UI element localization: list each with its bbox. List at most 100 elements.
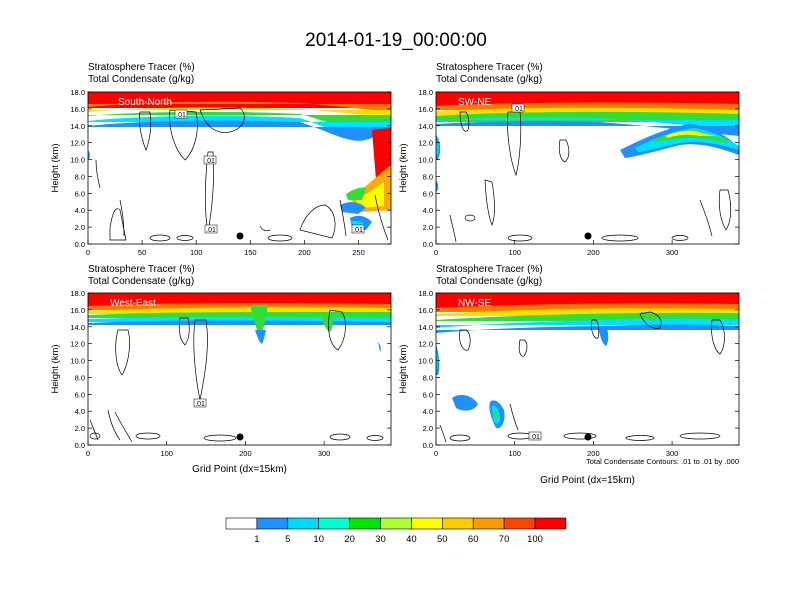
panel-1-field2: Total Condensate (g/kg) [88,74,195,85]
panel-1-ytick-label: 14.0 [70,122,85,131]
panel-1-ytick-label: 4.0 [75,206,85,215]
panel-2-plot [436,92,739,244]
panel-3-ylabel: Height (km) [50,344,61,393]
colorbar-swatch [503,517,536,530]
colorbar-level-label: 30 [375,534,386,545]
panel-2-field1: Stratosphere Tracer (%) [436,62,543,73]
panel-3-labels: Stratosphere Tracer (%) Total Condensate… [88,264,195,288]
panel-1-xtick-label: 50 [138,248,146,257]
panel-3-field1: Stratosphere Tracer (%) [88,264,195,275]
panel-1-contour-label-2: .01 [205,158,215,165]
panel-4-ytick-label: 4.0 [423,407,433,416]
colorbar-level-label: 1 [254,534,259,545]
panel-1-xtick-label: 250 [352,248,365,257]
panel-2-xtick-label: 300 [666,248,679,257]
panel-1-band-green [88,111,391,131]
panel-4-ytick-label: 12.0 [418,340,433,349]
colorbar-swatch [225,517,258,530]
colorbar-swatch [256,517,289,530]
panel-3-ytick-label: 2.0 [75,424,85,433]
colorbar-swatch [318,517,350,530]
panel-1-ytick-label: 12.0 [70,139,85,148]
panel-2-ytick-label: 8.0 [423,172,433,181]
panel-4-ytick-label: 10.0 [418,357,433,366]
panel-2-field2: Total Condensate (g/kg) [436,74,543,85]
panel-4-xtick-label: 200 [587,449,600,458]
panel-4-plot [436,293,739,445]
panel-3-ytick-label: 18.0 [70,289,85,298]
colorbar-swatch [287,517,319,530]
panel-4-ytick-label: 18.0 [418,289,433,298]
colorbar-level-label: 70 [499,534,510,545]
panel-4-ytick-label: 14.0 [418,323,433,332]
panel-2-axes: 0.0 2.0 4.0 6.0 8.0 10.0 12.0 14.0 16.0 18.0 0 100 2… [398,88,739,257]
panel-3-xtick-label: 0 [86,449,90,458]
panel-2-ytick-label: 14.0 [418,122,433,131]
panel-2-xtick-label: 200 [587,248,600,257]
panel-4-cross-section-label: NW-SE [458,298,491,309]
panel-3-ytick-label: 6.0 [75,390,85,399]
panel-1-band-yellow [88,107,391,118]
colorbar-level-label: 5 [285,534,290,545]
panel-3-plot [88,293,391,445]
panel-1-ytick-label: 10.0 [70,156,85,165]
panel-4-axes: 0.0 2.0 4.0 6.0 8.0 10.0 12.0 14.0 16.0 18.0 0 100 2… [398,289,739,486]
panel-4-ylabel: Height (km) [398,344,409,393]
colorbar-swatch [380,517,412,530]
colorbar-swatch [472,517,505,530]
panel-2-xtick-label: 0 [434,248,438,257]
colorbar-level-label: 40 [406,534,417,545]
panel-2-contour-label-1: .01 [513,106,523,113]
panel-4-ytick-label: 6.0 [423,390,433,399]
panel-1-ytick-label: 8.0 [75,172,85,181]
panel-1-cross-section-label: South-North [118,97,172,108]
panel-1-xtick-label: 0 [86,248,90,257]
panel-2-xtick-label: 100 [508,248,521,257]
panel-3-ytick-label: 4.0 [75,407,85,416]
panel-4-ytick-label: 16.0 [418,306,433,315]
panel-1-contour-label-1: .01 [176,112,186,119]
panel-4-field2: Total Condensate (g/kg) [436,276,543,287]
panel-1-band-orange [88,101,391,112]
panel-3-ytick-label: 14.0 [70,323,85,332]
panel-3-contour-label-1: .01 [195,401,205,408]
page-title: 2014-01-19_00:00:00 [305,30,487,51]
panel-2-ytick-label: 16.0 [418,105,433,114]
panel-1-ylabel: Height (km) [50,143,61,192]
panel-4-xlabel: Grid Point (dx=15km) [540,475,635,486]
panel-4-ytick-label: 0.0 [423,441,433,450]
panel-3-ytick-label: 10.0 [70,357,85,366]
panel-3-ytick-label: 8.0 [75,373,85,382]
panel-1-band-cyan [88,115,391,137]
panel-3-xlabel: Grid Point (dx=15km) [192,464,287,475]
colorbar-swatch [411,517,443,530]
panel-1-contour-label-3: .01 [206,227,216,234]
panel-2-ytick-label: 2.0 [423,223,433,232]
colorbar-swatch [441,517,474,530]
colorbar-level-label: 60 [468,534,479,545]
panel-2-ytick-label: 18.0 [418,88,433,97]
panel-1-xtick-label: 200 [298,248,311,257]
panel-1-ytick-label: 0.0 [75,240,85,249]
panel-1-labels: Stratosphere Tracer (%) Total Condensate… [88,62,195,86]
panel-2-ytick-label: 0.0 [423,240,433,249]
colorbar-level-label: 50 [437,534,448,545]
axes-layer: 0.0 2.0 4.0 6.0 8.0 10.0 12.0 14.0 16.0 18.0 0 50 10… [50,88,739,486]
panel-4-xtick-label: 100 [508,449,521,458]
panel-1-axes: 0.0 2.0 4.0 6.0 8.0 10.0 12.0 14.0 16.0 18.0 0 50 10… [50,88,391,257]
panel-1-contour-labels: .01 .01 .01 .01 [174,109,365,234]
panel-4-xtick-label: 300 [666,449,679,458]
panel-2-ytick-label: 10.0 [418,156,433,165]
panel-1-xtick-label: 100 [190,248,203,257]
panel-3-ytick-label: 12.0 [70,340,85,349]
panel-3-ytick-label: 16.0 [70,306,85,315]
panel-4-contour-note: Total Condensate Contours: .01 to .01 by… [586,457,739,466]
panel-2-ytick-label: 12.0 [418,139,433,148]
panel-1-ytick-label: 6.0 [75,189,85,198]
panel-4-xtick-label: 0 [434,449,438,458]
panel-2-ytick-label: 4.0 [423,206,433,215]
panel-4-ytick-label: 8.0 [423,373,433,382]
panel-3-axes: 0.0 2.0 4.0 6.0 8.0 10.0 12.0 14.0 16.0 18.0 0 100 2… [50,289,391,475]
panel-1-field1: Stratosphere Tracer (%) [88,62,195,73]
